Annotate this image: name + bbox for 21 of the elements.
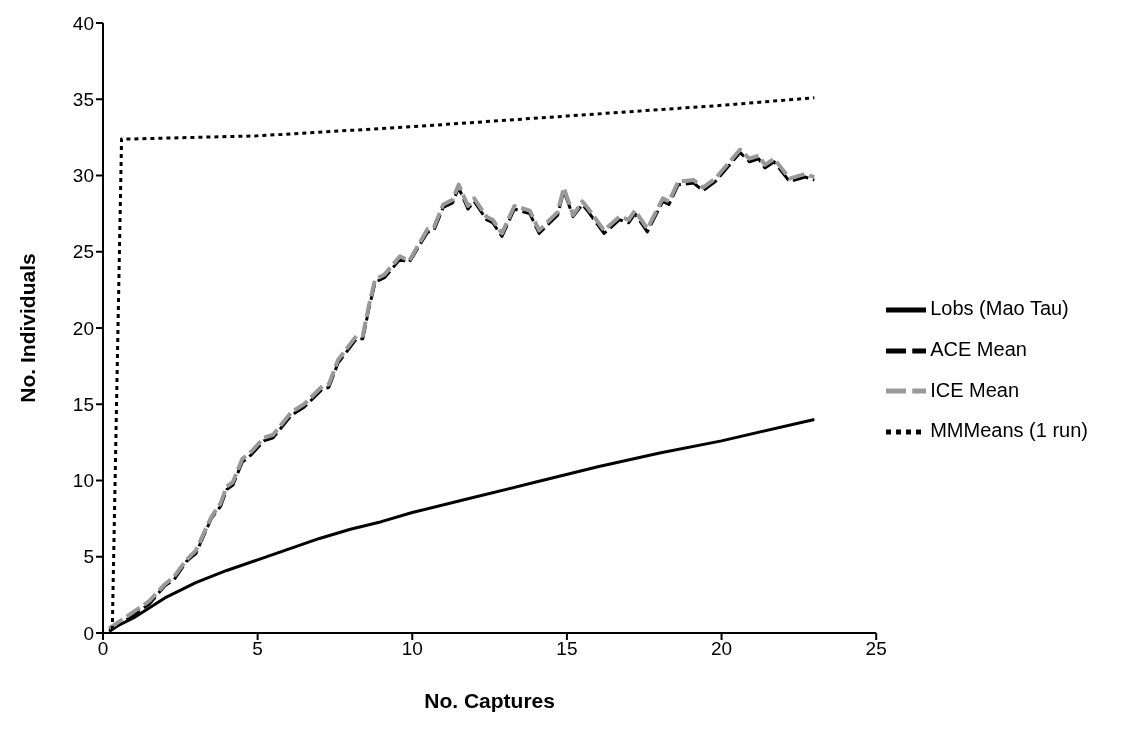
- x-axis-title: No. Captures: [424, 689, 555, 712]
- y-tick-label: 20: [72, 317, 94, 339]
- y-tick-label: 10: [72, 470, 94, 492]
- x-tick-label: 15: [556, 638, 578, 660]
- y-tick-label: 30: [72, 165, 94, 187]
- y-axis-title: No. Individuals: [16, 253, 40, 403]
- y-tick-label: 15: [72, 393, 94, 415]
- x-tick-label: 20: [710, 638, 733, 660]
- legend-label: ACE Mean: [930, 337, 1027, 360]
- y-tick-label: 40: [72, 12, 94, 34]
- x-tick-label: 5: [252, 638, 263, 660]
- legend-label: ICE Mean: [930, 378, 1020, 401]
- legend-label: Lobs (Mao Tau): [930, 297, 1069, 320]
- y-tick-label: 5: [83, 546, 94, 568]
- y-tick-label: 35: [72, 89, 94, 110]
- x-tick-label: 25: [865, 638, 887, 660]
- x-tick-label: 0: [97, 638, 109, 660]
- y-tick-label: 0: [83, 622, 94, 644]
- legend-label: MMMeans (1 run): [930, 419, 1088, 442]
- x-tick-label: 10: [401, 638, 423, 660]
- y-tick-label: 25: [72, 241, 94, 263]
